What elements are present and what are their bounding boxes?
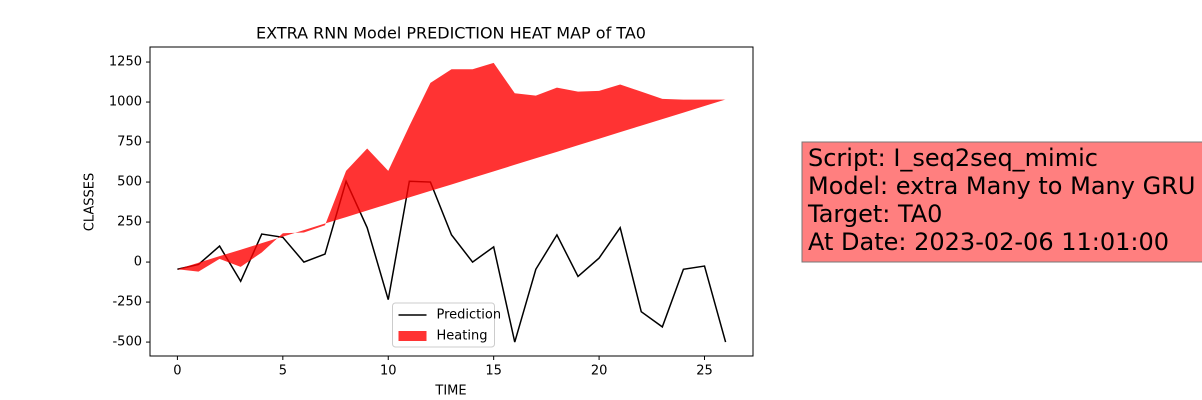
y-tick-label: 1250 xyxy=(109,55,142,70)
x-axis-label: TIME xyxy=(434,384,466,399)
legend-label: Heating xyxy=(437,329,488,344)
x-tick-label: 10 xyxy=(380,364,397,379)
x-tick-label: 25 xyxy=(696,364,713,379)
annotation-line: At Date: 2023-02-06 11:01:00 xyxy=(808,228,1169,256)
y-tick-label: 500 xyxy=(117,175,142,190)
y-tick-label: 250 xyxy=(117,215,142,230)
y-axis-label: CLASSES xyxy=(83,173,98,231)
plot-frame xyxy=(149,46,754,357)
legend-swatch xyxy=(398,331,427,341)
annotation-line: Model: extra Many to Many GRU xyxy=(808,172,1195,200)
y-tick-label: 1000 xyxy=(109,95,142,110)
chart-title: EXTRA RNN Model PREDICTION HEAT MAP of T… xyxy=(256,24,646,43)
y-tick-label: -500 xyxy=(112,335,142,350)
y-tick-label: 750 xyxy=(117,135,142,150)
area xyxy=(177,62,726,272)
x-tick-label: 15 xyxy=(485,364,502,379)
x-tick-label: 0 xyxy=(173,364,181,379)
y-tick-label: -250 xyxy=(112,295,142,310)
annotation-line: Script: I_seq2seq_mimic xyxy=(808,144,1098,172)
annotation-box xyxy=(801,141,1202,263)
y-tick-label: 0 xyxy=(134,255,142,270)
x-tick-label: 5 xyxy=(279,364,287,379)
line xyxy=(177,179,727,343)
legend-label: Prediction xyxy=(437,308,502,323)
x-tick-label: 20 xyxy=(591,364,608,379)
annotation-line: Target: TA0 xyxy=(807,200,942,228)
